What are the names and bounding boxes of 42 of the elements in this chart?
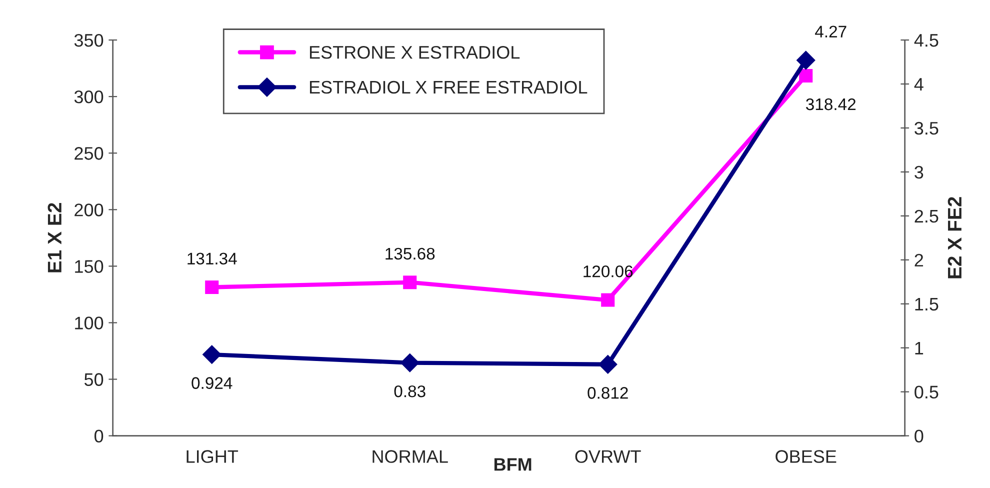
y2-tick-label: 1 [915,342,924,354]
y2-tick-label: 0 [914,430,924,443]
point [202,345,222,364]
y-tick-label: 200 [74,204,104,216]
y2-tick-label: 0.5 [914,386,938,399]
y-tick-label: 100 [75,316,104,330]
y2-axis-title: E2 X FE2 [948,197,962,278]
y-tick-label: 350 [74,34,104,47]
data-label: 0.83 [394,385,426,398]
y2-tick-label: 1.5 [915,298,938,311]
point [799,68,813,82]
x-tick-label: OVRWT [575,450,641,463]
data-label: 0.812 [588,387,628,399]
x-tick-label: OBESE [776,450,836,463]
y-tick-label: 300 [74,90,104,104]
point [403,276,417,290]
y-tick-label: 250 [74,147,104,160]
data-label: 131.34 [188,252,237,265]
y-axis-title: E1 X E2 [48,203,62,272]
y2-tick-label: 4.5 [914,34,938,47]
data-label: 4.27 [815,26,846,38]
y2-tick-label: 2 [914,254,924,266]
data-label: 0.924 [192,377,232,389]
x-axis-title: BFM [494,458,532,471]
y2-tick-label: 3.5 [914,122,938,135]
y2-tick-label: 2.5 [914,210,938,223]
y-tick-label: 0 [94,430,104,443]
point [205,280,219,294]
y-tick-label: 50 [84,373,104,386]
x-tick-label: LIGHT [186,450,238,463]
legend-label: ESTRADIOL X FREE ESTRADIOL [310,80,588,94]
point [598,355,618,374]
y-tick-label: 150 [75,260,104,273]
data-label: 135.68 [386,248,435,260]
legend-label: ESTRONE X ESTRADIOL [310,46,520,59]
data-label: 318.42 [806,98,856,110]
point [796,50,816,70]
y2-tick-label: 3 [914,166,924,179]
x-tick-label: NORMAL [372,450,448,463]
point [601,293,615,307]
point [400,353,420,372]
y2-tick-label: 4 [914,78,924,91]
